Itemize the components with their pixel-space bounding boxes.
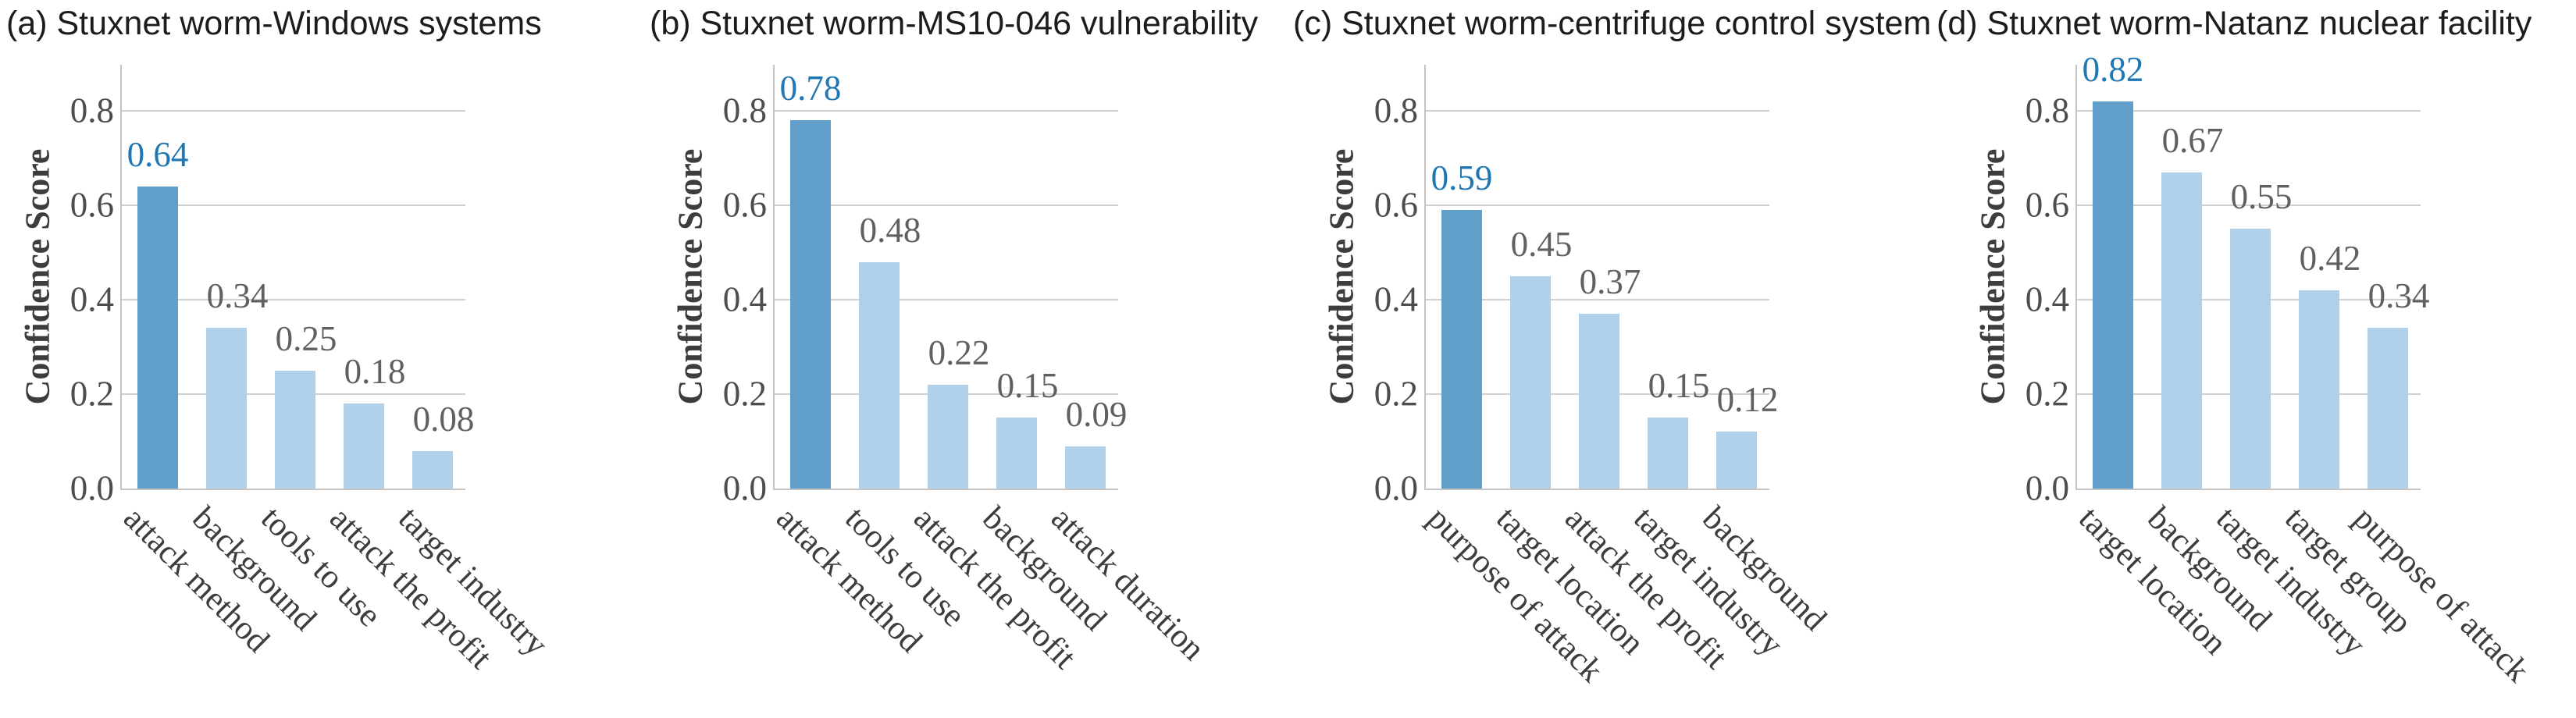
bar-value-label: 0.82 (2082, 49, 2144, 89)
bar (1579, 314, 1619, 489)
bar-value-label: 0.15 (996, 366, 1059, 406)
bar (1510, 275, 1551, 489)
plot-area: 0.0 0.2 0.4 0.6 0.8 0.59 purpose of attack 0.45… (1374, 65, 1833, 689)
y-axis-label-text: Confidence Score (1973, 148, 2012, 405)
bar-value-label: 0.34 (2368, 276, 2430, 316)
gridline (775, 299, 1118, 300)
chart-c-centrifuge-control-system: (c) Stuxnet worm-centrifuge control syst… (1287, 0, 1932, 718)
gridline (122, 204, 465, 206)
plot-area: 0.0 0.2 0.4 0.6 0.8 0.64 attack method 0.34 back… (70, 65, 554, 676)
y-tick-label: 0.4 (2025, 279, 2069, 319)
gridline (1426, 299, 1769, 300)
y-axis-label-text: Confidence Score (18, 148, 57, 405)
y-axis-label-text: Confidence Score (671, 148, 710, 405)
bar (2093, 101, 2133, 489)
bar (344, 403, 384, 489)
y-tick-label: 0.4 (722, 279, 767, 319)
y-tick-label: 0.0 (722, 468, 767, 508)
y-axis-label-text: Confidence Score (1322, 148, 1361, 405)
bar-value-label: 0.78 (779, 69, 842, 108)
bar (137, 186, 178, 489)
gridline (122, 110, 465, 112)
bar (412, 450, 453, 489)
bar-value-label: 0.67 (2161, 120, 2224, 160)
chart-a-windows-systems: (a) Stuxnet worm-Windows systems Confide… (0, 0, 643, 718)
bar (1648, 418, 1688, 489)
bar-value-label: 0.42 (2299, 238, 2361, 278)
bar-value-label: 0.08 (412, 399, 475, 439)
bar-value-label: 0.64 (126, 134, 189, 174)
plot-area: 0.0 0.2 0.4 0.6 0.8 0.82 target location 0.67 ba… (2026, 52, 2536, 689)
bar-value-label: 0.15 (1648, 366, 1710, 406)
bar-value-label: 0.55 (2230, 177, 2293, 217)
y-tick-label: 0.0 (69, 468, 114, 508)
chart-title: (d) Stuxnet worm-Natanz nuclear facility (1936, 5, 2532, 42)
bar-value-label: 0.37 (1579, 262, 1641, 302)
bar (206, 328, 247, 489)
bar (2368, 328, 2408, 489)
bar (2161, 172, 2202, 489)
chart-b-ms10-046-vulnerability: (b) Stuxnet worm-MS10-046 vulnerability … (643, 0, 1287, 718)
y-tick-label: 0.6 (1374, 185, 1418, 225)
chart-title: (b) Stuxnet worm-MS10-046 vulnerability (650, 5, 1259, 42)
bar (2230, 229, 2271, 489)
y-axis-label: Confidence Score (659, 65, 721, 489)
bar (1065, 446, 1106, 489)
y-tick-label: 0.8 (722, 91, 767, 130)
chart-title: (c) Stuxnet worm-centrifuge control syst… (1293, 5, 1932, 42)
y-tick-label: 0.6 (69, 185, 114, 225)
bar-value-label: 0.09 (1065, 394, 1128, 434)
gridline (2077, 204, 2421, 206)
bar-value-label: 0.22 (928, 332, 990, 372)
bar (2299, 290, 2339, 489)
y-tick-label: 0.6 (2025, 185, 2069, 225)
bar (790, 120, 831, 489)
bar (928, 384, 968, 489)
gridline (1426, 110, 1769, 112)
bar (1441, 210, 1482, 489)
bar-value-label: 0.25 (275, 318, 337, 358)
y-tick-label: 0.8 (2025, 91, 2069, 130)
bar-value-label: 0.48 (859, 210, 921, 250)
gridline (775, 204, 1118, 206)
y-tick-label: 0.0 (1374, 468, 1418, 508)
y-tick-label: 0.8 (69, 91, 114, 130)
gridline (1426, 204, 1769, 206)
y-axis-label: Confidence Score (6, 65, 69, 489)
bar (859, 261, 900, 489)
chart-d-natanz-nuclear-facility: (d) Stuxnet worm-Natanz nuclear facility… (1930, 0, 2576, 718)
bar-value-label: 0.59 (1431, 158, 1493, 198)
bar-value-label: 0.34 (206, 276, 269, 316)
y-tick-label: 0.6 (722, 185, 767, 225)
y-tick-label: 0.2 (2025, 374, 2069, 414)
gridline (775, 110, 1118, 112)
bar (275, 370, 315, 489)
y-tick-label: 0.8 (1374, 91, 1418, 130)
y-tick-label: 0.0 (2025, 468, 2069, 508)
y-tick-label: 0.4 (69, 279, 114, 319)
gridline (122, 299, 465, 300)
chart-title: (a) Stuxnet worm-Windows systems (6, 5, 542, 42)
bar-value-label: 0.12 (1716, 380, 1779, 420)
y-tick-label: 0.2 (1374, 374, 1418, 414)
bar-value-label: 0.18 (344, 352, 406, 392)
y-axis-label: Confidence Score (1310, 65, 1373, 489)
plot-area: 0.0 0.2 0.4 0.6 0.8 0.78 attack method 0.48 tool… (723, 65, 1212, 676)
bar (996, 418, 1037, 489)
y-tick-label: 0.2 (722, 374, 767, 414)
bar-value-label: 0.45 (1510, 224, 1573, 264)
y-tick-label: 0.2 (69, 374, 114, 414)
y-axis-label: Confidence Score (1961, 65, 2024, 489)
y-tick-label: 0.4 (1374, 279, 1418, 319)
bar (1716, 432, 1757, 489)
gridline (2077, 110, 2421, 112)
